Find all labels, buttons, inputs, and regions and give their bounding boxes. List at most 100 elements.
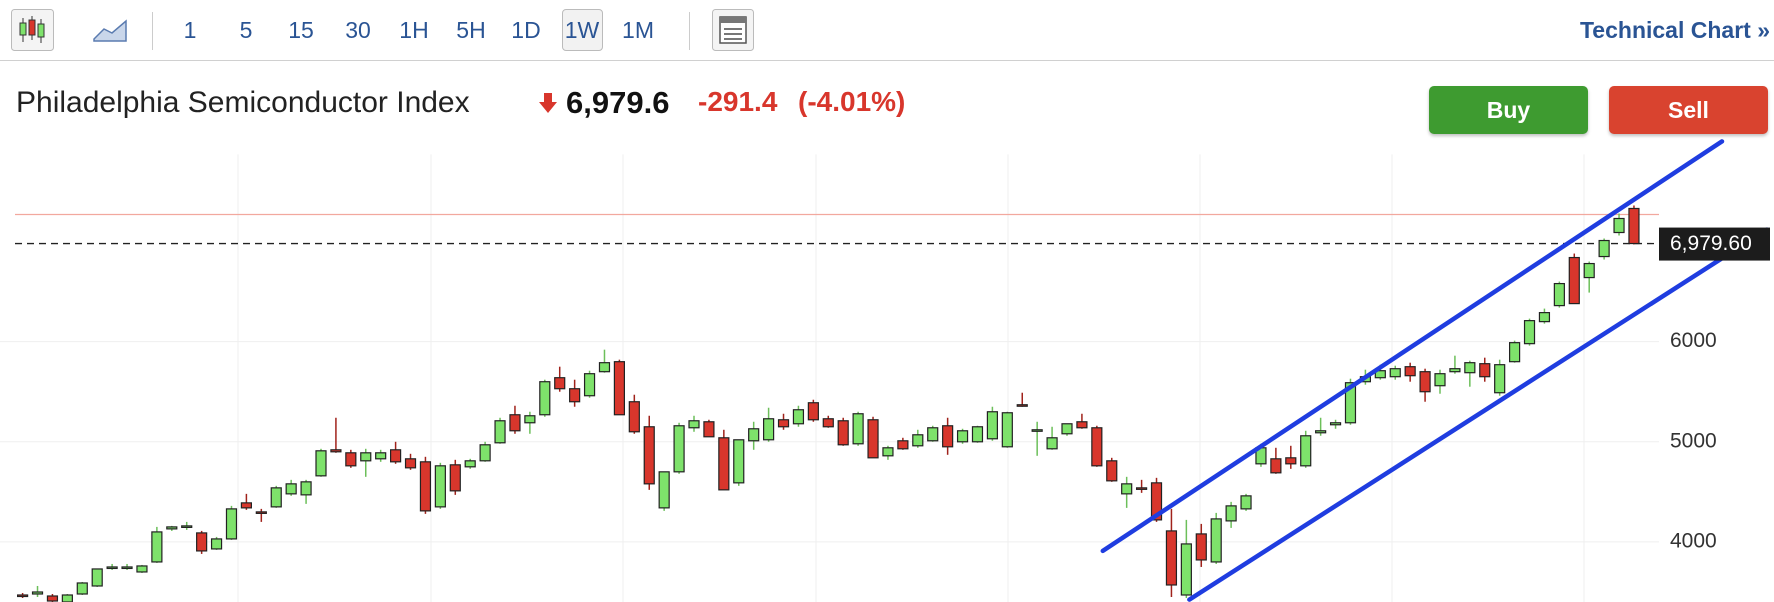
candle-body <box>1046 437 1058 450</box>
candle-body <box>613 361 626 416</box>
candle-body <box>777 419 790 428</box>
candle-body <box>17 594 29 598</box>
candle-body <box>375 452 387 460</box>
y-tick-label: 5000 <box>1670 429 1717 452</box>
candle-body <box>867 419 879 459</box>
candle-body <box>762 418 775 441</box>
toolbar-separator <box>152 12 153 50</box>
candle-body <box>1061 423 1073 435</box>
candle-body <box>554 377 566 390</box>
candle-body <box>1538 312 1551 323</box>
sell-button[interactable]: Sell <box>1609 86 1768 134</box>
interval-button[interactable]: 5H <box>456 17 486 43</box>
change: -291.4 <box>698 86 778 117</box>
candle-body <box>1494 364 1506 394</box>
candle-body <box>1523 320 1536 345</box>
candle-body <box>225 508 238 540</box>
candle-body <box>31 591 44 595</box>
layout-button[interactable] <box>712 9 754 51</box>
line-type-button[interactable] <box>92 15 128 43</box>
candle-body <box>1464 362 1476 374</box>
change-percent: (-4.01%) <box>798 86 906 117</box>
interval-button[interactable]: 15 <box>288 17 314 43</box>
candle-body <box>404 458 417 469</box>
candle-body <box>464 460 476 468</box>
y-tick-label: 4000 <box>1670 529 1717 552</box>
candle-body <box>46 595 59 602</box>
candle-body <box>912 434 924 447</box>
candle-body <box>1091 427 1103 467</box>
candle-body <box>1628 207 1640 245</box>
candle-body <box>136 565 148 573</box>
candle-body <box>345 452 357 467</box>
toolbar-separator <box>689 12 690 50</box>
candle-body <box>479 444 491 462</box>
buy-button[interactable]: Buy <box>1429 86 1588 134</box>
candle-body <box>956 430 969 443</box>
candle-body <box>240 502 252 509</box>
candle-body <box>673 425 685 473</box>
last-price-label: 6,979.60 <box>1670 232 1752 255</box>
candle-body <box>1225 505 1237 522</box>
candle-body <box>1389 368 1401 378</box>
candle-body <box>210 538 223 550</box>
interval-button[interactable]: 30 <box>345 17 371 43</box>
candle-body <box>598 362 611 373</box>
candle-body <box>300 481 312 496</box>
candle-body <box>852 413 864 445</box>
candle-body <box>509 414 521 432</box>
candle-body <box>942 425 954 448</box>
candle-body <box>1568 256 1580 305</box>
candle-body <box>1404 366 1416 377</box>
candle-body <box>315 450 327 477</box>
interval-button[interactable]: 1H <box>399 17 429 43</box>
technical-chart-link[interactable]: Technical Chart » <box>1579 17 1770 43</box>
candle-body <box>1344 382 1357 424</box>
candle-body <box>1613 217 1625 234</box>
candle-body <box>1180 543 1192 596</box>
last-price-box <box>1659 227 1770 261</box>
interval-button[interactable]: 1D <box>511 17 541 43</box>
candle-body <box>1598 239 1610 258</box>
candle-body <box>1001 412 1013 448</box>
candle-body <box>658 471 670 509</box>
candle-body <box>718 437 730 491</box>
y-tick-label: 6000 <box>1670 329 1717 352</box>
candle-body <box>837 420 849 446</box>
candle-body <box>434 465 446 508</box>
candle-body <box>822 418 834 428</box>
candle-body <box>1106 460 1118 482</box>
interval-button[interactable]: 1 <box>183 17 197 43</box>
candle-body <box>390 449 402 463</box>
interval-button[interactable]: 5 <box>239 17 253 43</box>
candle-body <box>494 420 506 444</box>
trendline <box>1100 139 1725 554</box>
selected-interval-box <box>562 9 603 51</box>
candle-body <box>1076 421 1088 429</box>
candle-body <box>1315 430 1327 434</box>
candle-body <box>688 420 700 429</box>
candle-type-button[interactable] <box>11 9 54 51</box>
candle-body <box>971 426 984 443</box>
candle-body <box>166 526 178 530</box>
candle-body <box>927 427 939 442</box>
candle-body <box>1031 429 1043 432</box>
interval-button[interactable]: 1M <box>622 17 654 43</box>
candle-body <box>270 487 282 508</box>
interval-button[interactable]: 1W <box>564 17 600 43</box>
candle-body <box>419 461 432 512</box>
candle-body <box>539 381 551 416</box>
candle-body <box>61 594 73 602</box>
candle-body <box>748 428 760 442</box>
candle-body <box>1121 483 1133 495</box>
candle-body <box>1583 262 1595 279</box>
candle-body <box>151 531 163 563</box>
candle-body <box>792 409 805 425</box>
candle-body <box>569 388 581 403</box>
candle-body <box>1434 373 1446 387</box>
candle-body <box>330 449 342 453</box>
candle-body <box>986 411 999 440</box>
candle-body <box>1270 458 1282 474</box>
candle-body <box>360 452 372 462</box>
